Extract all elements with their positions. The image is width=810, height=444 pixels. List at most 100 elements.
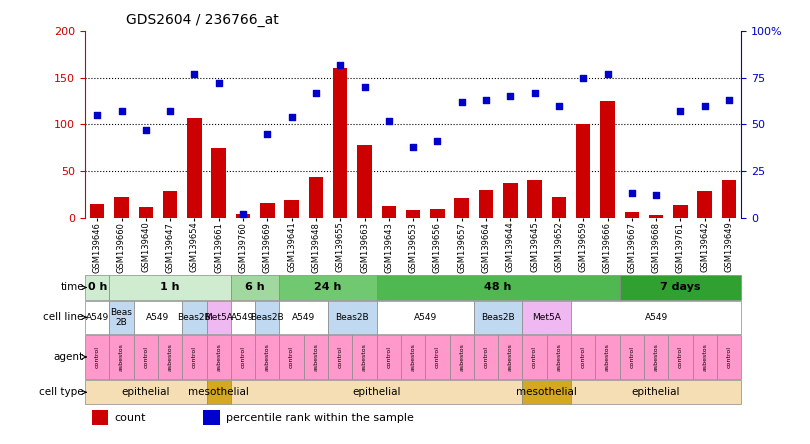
Bar: [522, 301, 571, 334]
Point: [698, 102, 711, 109]
Text: Beas
2B: Beas 2B: [110, 308, 133, 327]
Text: asbestos: asbestos: [508, 343, 513, 371]
Text: cell type: cell type: [39, 387, 84, 397]
Point: [601, 71, 614, 78]
Text: control: control: [289, 346, 294, 368]
Bar: [85, 380, 207, 404]
Text: A549: A549: [292, 313, 315, 322]
Bar: [450, 335, 474, 379]
Bar: [207, 380, 231, 404]
Bar: [571, 335, 595, 379]
Text: asbestos: asbestos: [362, 343, 367, 371]
Point: [528, 89, 541, 96]
Text: 7 days: 7 days: [660, 282, 701, 293]
Point: [552, 102, 565, 109]
Bar: [207, 301, 231, 334]
Bar: [328, 301, 377, 334]
Point: [407, 143, 420, 150]
Text: control: control: [727, 346, 731, 368]
Point: [358, 83, 371, 91]
Bar: [722, 180, 736, 218]
Text: asbestos: asbestos: [556, 343, 561, 371]
Point: [723, 96, 735, 103]
Text: control: control: [386, 346, 391, 368]
Point: [261, 130, 274, 137]
Bar: [649, 215, 663, 218]
Bar: [717, 335, 741, 379]
Bar: [207, 335, 231, 379]
Bar: [474, 335, 498, 379]
Text: 6 h: 6 h: [245, 282, 265, 293]
Bar: [85, 335, 109, 379]
Text: control: control: [678, 346, 683, 368]
Point: [650, 192, 663, 199]
Text: epithelial: epithelial: [352, 387, 401, 397]
Text: 0 h: 0 h: [87, 282, 107, 293]
Text: control: control: [532, 346, 537, 368]
Text: A549: A549: [147, 313, 169, 322]
Bar: [547, 335, 571, 379]
Bar: [231, 380, 522, 404]
Bar: [430, 209, 445, 218]
Text: count: count: [114, 412, 146, 423]
Bar: [600, 101, 615, 218]
Bar: [85, 301, 109, 334]
Bar: [357, 145, 372, 218]
Text: asbestos: asbestos: [411, 343, 416, 371]
Text: asbestos: asbestos: [216, 343, 221, 371]
Bar: [182, 301, 207, 334]
Bar: [595, 335, 620, 379]
Bar: [620, 275, 741, 300]
Bar: [163, 191, 177, 218]
Point: [504, 93, 517, 100]
Text: control: control: [581, 346, 586, 368]
Point: [188, 71, 201, 78]
Text: GDS2604 / 236766_at: GDS2604 / 236766_at: [126, 12, 279, 27]
Point: [455, 99, 468, 106]
Text: Met5A: Met5A: [532, 313, 561, 322]
Bar: [377, 275, 620, 300]
Text: asbestos: asbestos: [313, 343, 318, 371]
Bar: [644, 335, 668, 379]
Bar: [401, 335, 425, 379]
Bar: [279, 275, 377, 300]
Point: [237, 210, 249, 218]
Text: asbestos: asbestos: [605, 343, 610, 371]
Bar: [279, 301, 328, 334]
Text: control: control: [629, 346, 634, 368]
Text: asbestos: asbestos: [459, 343, 464, 371]
Bar: [187, 118, 202, 218]
Bar: [620, 335, 644, 379]
Bar: [406, 210, 420, 218]
Bar: [522, 335, 547, 379]
Text: control: control: [484, 346, 488, 368]
Bar: [576, 124, 590, 218]
Text: A549: A549: [414, 313, 437, 322]
Bar: [522, 380, 571, 404]
Bar: [139, 207, 153, 218]
Bar: [377, 335, 401, 379]
Text: A549: A549: [86, 313, 109, 322]
Bar: [673, 205, 688, 218]
Text: Beas2B: Beas2B: [250, 313, 284, 322]
Text: asbestos: asbestos: [265, 343, 270, 371]
Point: [431, 138, 444, 145]
Bar: [231, 275, 279, 300]
Text: asbestos: asbestos: [168, 343, 173, 371]
Bar: [474, 301, 522, 334]
Text: mesothelial: mesothelial: [188, 387, 249, 397]
Text: control: control: [192, 346, 197, 368]
Bar: [109, 275, 231, 300]
Point: [480, 96, 492, 103]
Text: asbestos: asbestos: [654, 343, 659, 371]
Bar: [352, 335, 377, 379]
Text: A549: A549: [232, 313, 254, 322]
Bar: [333, 68, 347, 218]
Point: [382, 117, 395, 124]
Bar: [134, 301, 182, 334]
Text: control: control: [435, 346, 440, 368]
Bar: [527, 180, 542, 218]
Bar: [109, 301, 134, 334]
Bar: [255, 301, 279, 334]
Bar: [211, 148, 226, 218]
